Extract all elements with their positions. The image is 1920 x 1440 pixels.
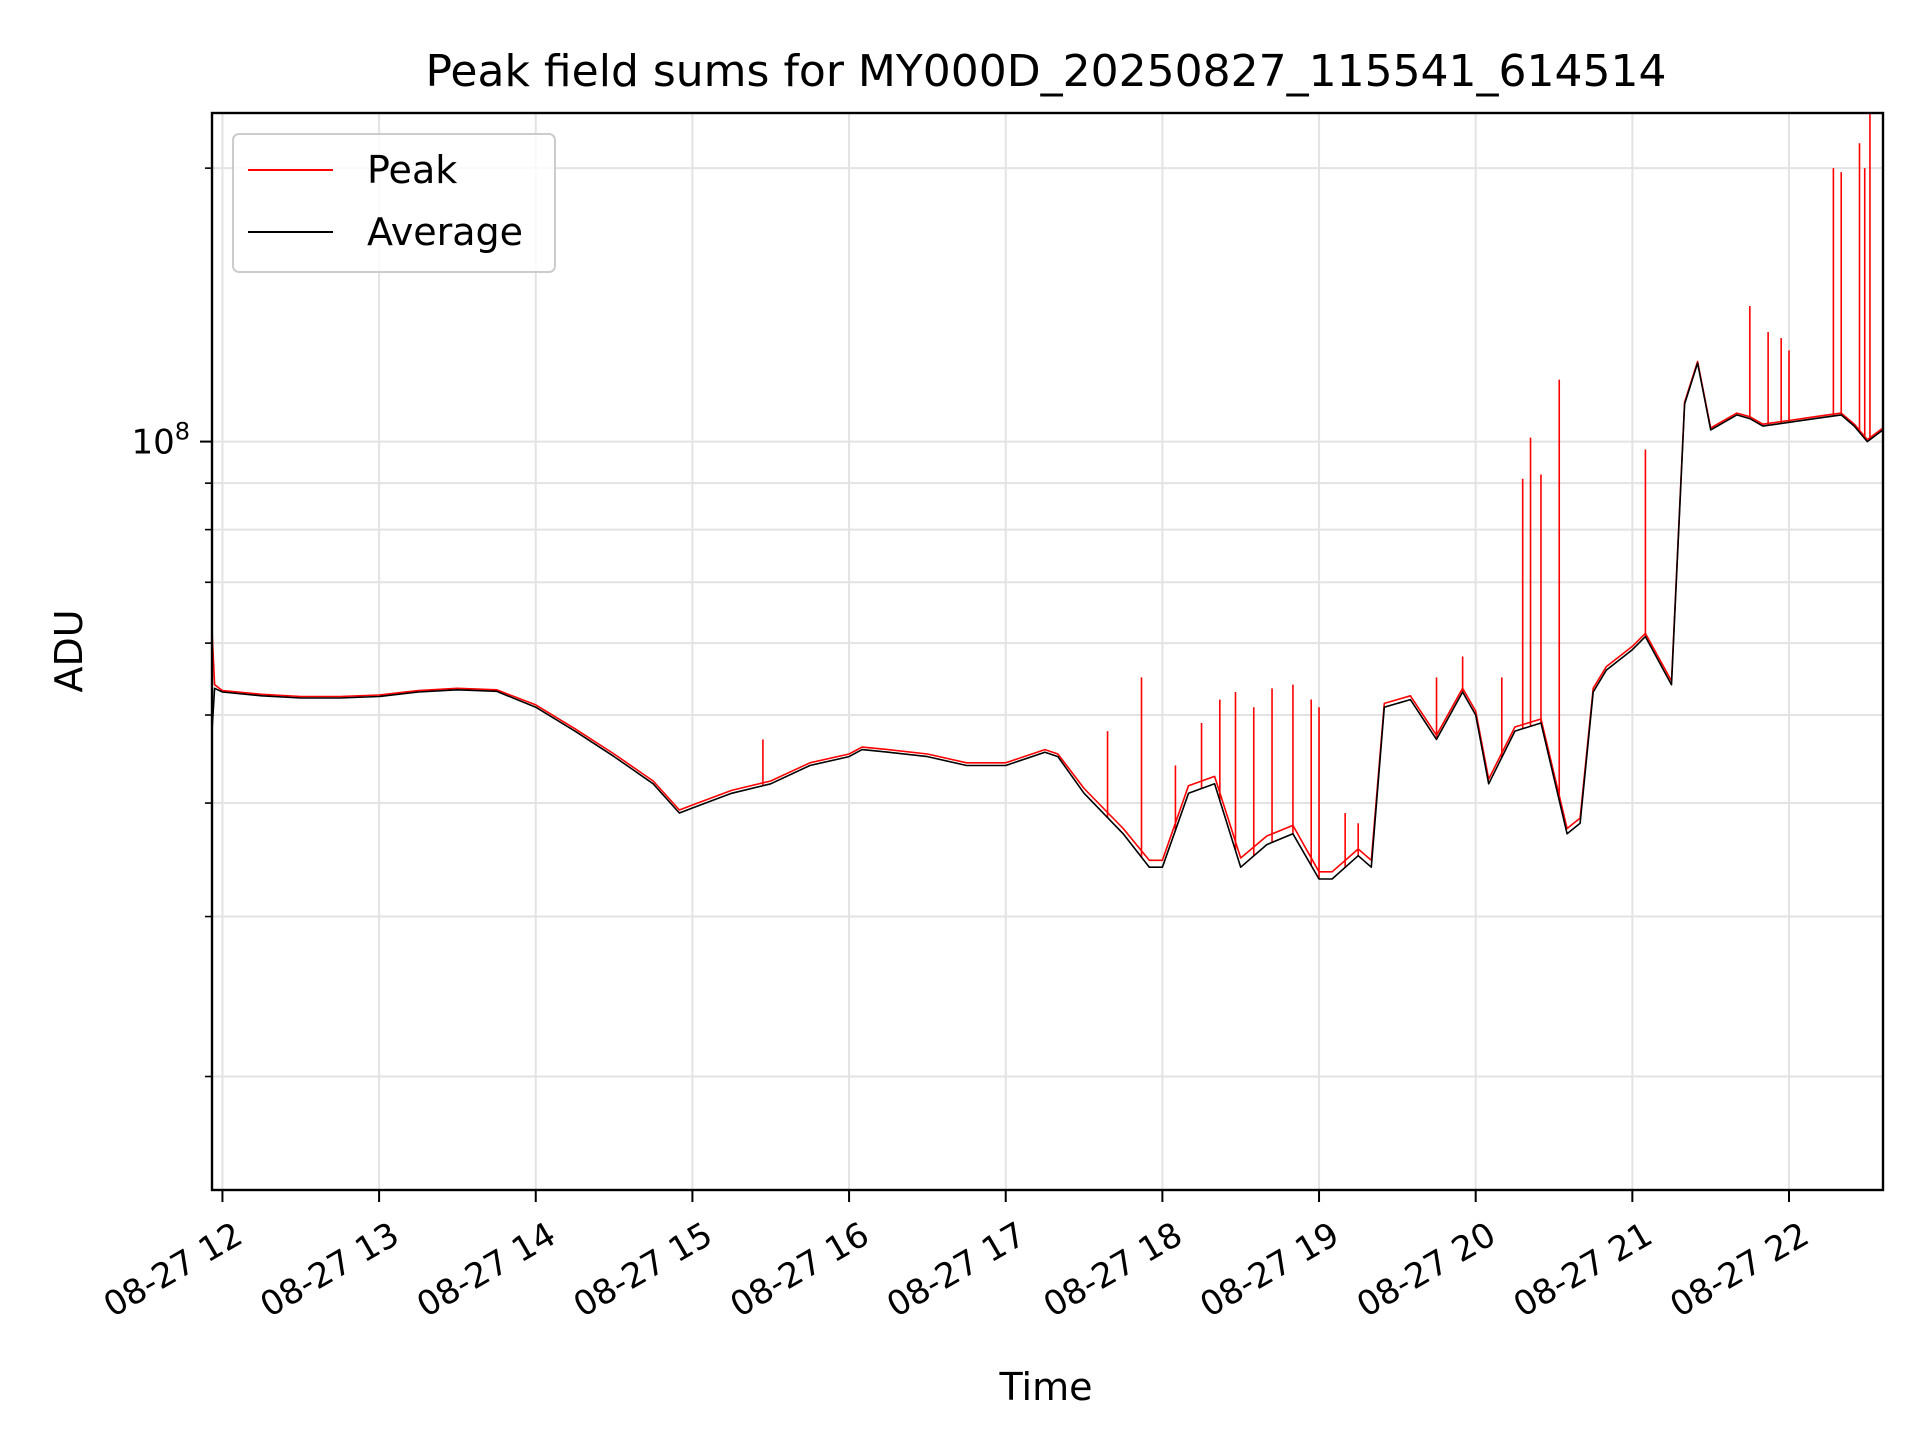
legend-box [232, 133, 556, 273]
legend-label-peak: Peak [367, 148, 457, 192]
series-layer [211, 113, 1884, 880]
x-tick-label: 08-27 22 [1664, 1215, 1816, 1326]
x-tick-label: 08-27 16 [724, 1215, 876, 1326]
x-tick-label: 08-27 13 [254, 1215, 406, 1326]
chart-title: Peak field sums for MY000D_20250827_1155… [425, 46, 1666, 97]
x-axis-label: Time [999, 1365, 1093, 1409]
x-tick-label: 08-27 19 [1194, 1215, 1346, 1326]
x-tick-label: 08-27 20 [1350, 1215, 1502, 1326]
x-tick-label: 08-27 14 [410, 1215, 562, 1326]
x-tick-label: 08-27 21 [1507, 1215, 1659, 1326]
y-tick-label: 108 [131, 418, 190, 463]
y-axis-label: ADU [47, 609, 91, 692]
y-axis-ticks: 108 [131, 167, 212, 1078]
x-tick-label: 08-27 17 [880, 1215, 1032, 1326]
plot-frame [210, 111, 1885, 1192]
grid-lines [212, 113, 1883, 1190]
x-axis-ticks: 08-27 12 08-27 13 08-27 14 08-27 15 08-27 16… [97, 1190, 1816, 1326]
legend: Peak Average [232, 133, 556, 273]
legend-label-average: Average [367, 210, 523, 254]
x-tick-label: 08-27 18 [1037, 1215, 1189, 1326]
x-tick-label: 08-27 12 [97, 1215, 249, 1326]
x-tick-label: 08-27 15 [567, 1215, 719, 1326]
series-line-average [211, 362, 1884, 880]
